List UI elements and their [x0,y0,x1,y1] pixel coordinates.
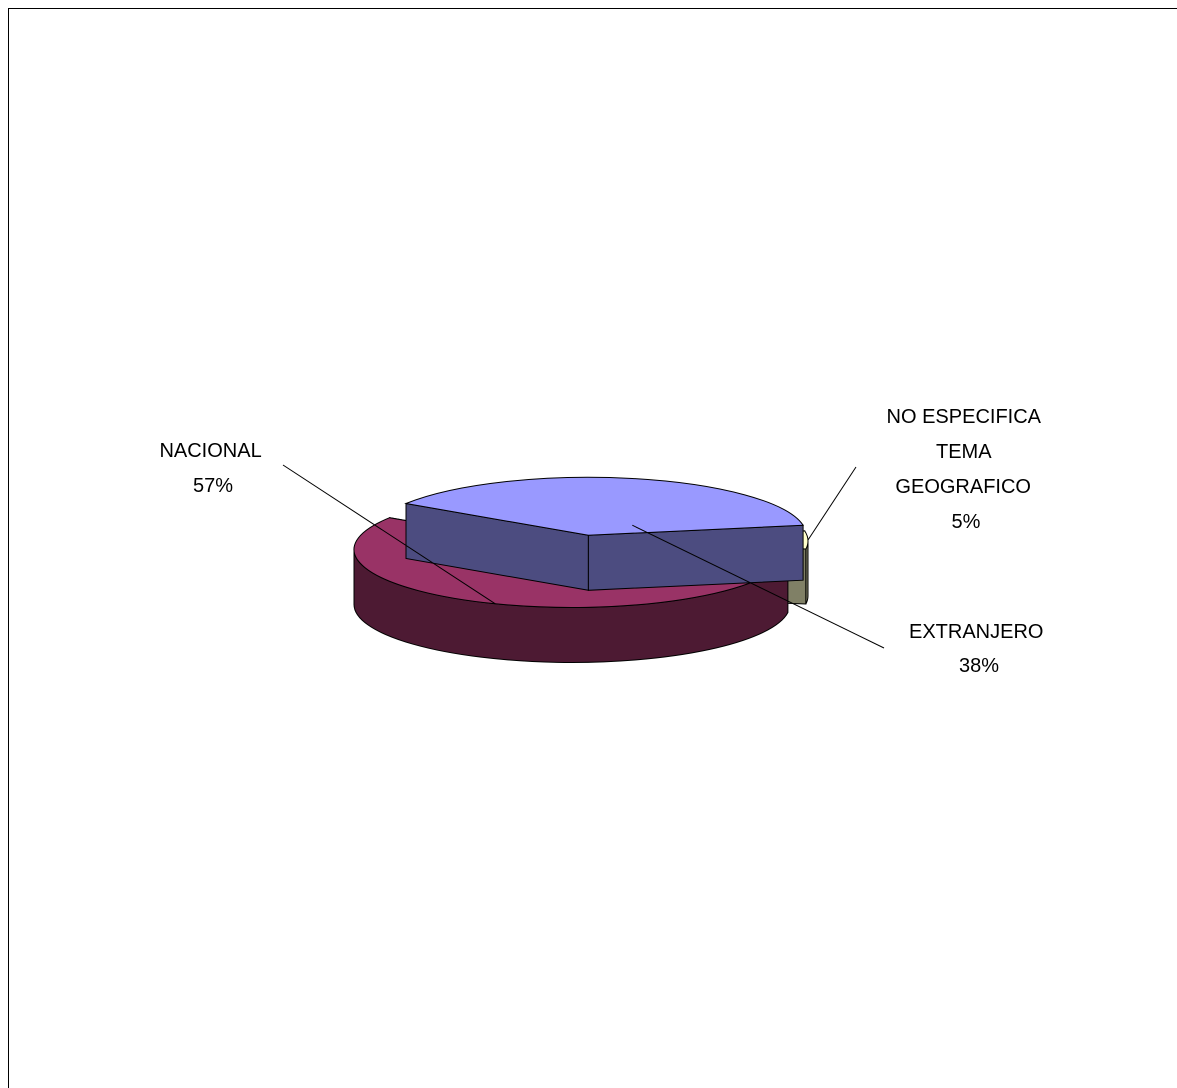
label-no-especifica-line2: TEMA [936,441,992,463]
label-nacional: NACIONAL 57% [159,440,266,497]
label-no-especifica: NO ESPECIFICA TEMA GEOGRAFICO 5% [887,406,1046,533]
slice-extranjero-end-side [587,524,804,591]
label-no-especifica-percent: 5% [952,511,981,533]
slice-extranjero [404,476,805,536]
label-extranjero-name: EXTRANJERO [909,621,1043,643]
leader-lines [282,464,885,649]
label-no-especifica-line1: NO ESPECIFICA [887,406,1042,428]
label-nacional-percent: 57% [193,475,233,497]
label-extranjero-percent: 38% [959,655,999,677]
leader-line-nacional [282,464,496,605]
label-extranjero: EXTRANJERO 38% [909,621,1049,677]
leader-line-no-especifica [807,466,857,541]
label-no-especifica-line3: GEOGRAFICO [895,476,1031,498]
chart-frame [8,8,1177,1088]
slice-no-especifica-outer-side [805,540,809,605]
pie-slices [353,476,809,663]
label-nacional-name: NACIONAL [159,440,261,462]
leader-line-extranjero [632,524,885,649]
